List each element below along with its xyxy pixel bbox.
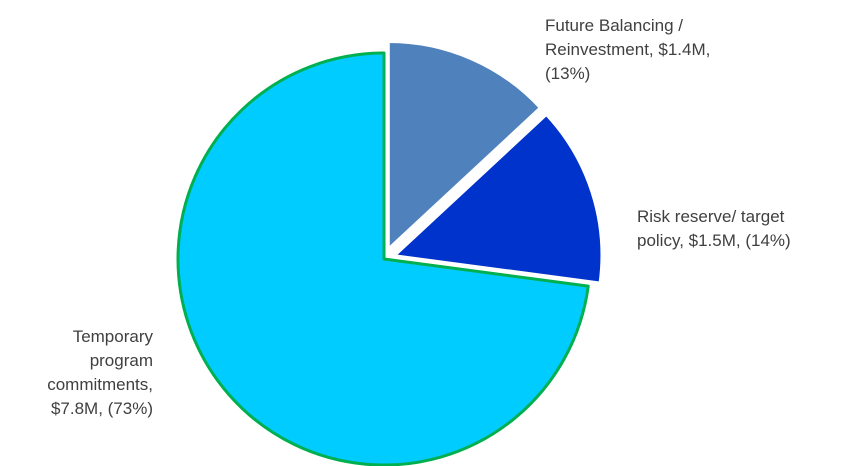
data-label-1-line-3: (13%) [545,64,590,83]
pie-slice-2 [394,114,603,284]
data-label-2-line-2: policy, $1.5M, (14%) [637,231,791,250]
data-label-2: Risk reserve/ target policy, $1.5M, (14%) [637,207,791,250]
pie-slice-1 [387,40,541,249]
data-label-1: Future Balancing / Reinvestment, $1.4M, (1… [545,16,710,83]
pie-slices [176,40,603,466]
data-label-3-line-3: commitments, [47,375,153,394]
data-label-1-line-2: Reinvestment, $1.4M, [545,40,710,59]
data-label-1-line-1: Future Balancing / [545,16,683,35]
data-label-3-line-2: program [90,351,153,370]
pie-data-labels: Future Balancing / Reinvestment, $1.4M, (1… [47,16,791,418]
pie-slice-3 [176,51,590,466]
data-label-3: Temporary program commitments, $7.8M, (73%) [47,327,153,418]
data-label-2-line-1: Risk reserve/ target [637,207,785,226]
data-label-3-line-4: $7.8M, (73%) [51,399,153,418]
data-label-3-line-1: Temporary [73,327,154,346]
